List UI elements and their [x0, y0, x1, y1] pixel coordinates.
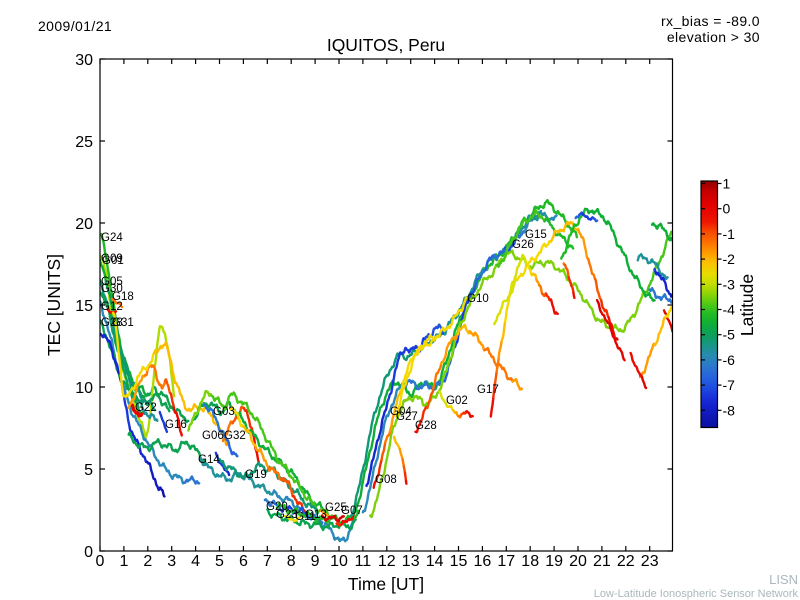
svg-text:G25: G25 — [325, 502, 347, 514]
svg-text:15: 15 — [450, 553, 468, 570]
svg-text:25: 25 — [75, 134, 93, 151]
svg-text:13: 13 — [402, 553, 420, 570]
svg-text:23: 23 — [641, 553, 659, 570]
svg-text:G02: G02 — [446, 395, 468, 407]
svg-text:G01: G01 — [102, 255, 124, 267]
svg-text:1: 1 — [723, 176, 731, 192]
svg-text:G06: G06 — [202, 430, 224, 442]
svg-text:5: 5 — [84, 462, 93, 479]
svg-text:17: 17 — [497, 553, 515, 570]
svg-text:14: 14 — [426, 553, 444, 570]
svg-text:7: 7 — [263, 553, 272, 570]
svg-text:G09: G09 — [101, 253, 123, 265]
svg-text:G05: G05 — [101, 276, 123, 288]
svg-text:G28: G28 — [101, 317, 123, 329]
svg-text:LISN: LISN — [769, 572, 798, 587]
svg-text:0: 0 — [96, 553, 105, 570]
svg-text:G04: G04 — [390, 406, 412, 418]
svg-text:-2: -2 — [723, 251, 736, 267]
svg-text:5: 5 — [215, 553, 224, 570]
svg-text:G19: G19 — [245, 469, 267, 481]
svg-text:G13: G13 — [305, 509, 327, 521]
svg-text:-1: -1 — [723, 226, 736, 242]
svg-text:20: 20 — [75, 216, 93, 233]
svg-text:0: 0 — [84, 544, 93, 561]
svg-text:G15: G15 — [525, 229, 547, 241]
svg-text:21: 21 — [593, 553, 611, 570]
svg-text:-6: -6 — [723, 352, 736, 368]
svg-text:G18: G18 — [112, 291, 134, 303]
svg-text:G23: G23 — [276, 509, 298, 521]
svg-text:3: 3 — [167, 553, 176, 570]
svg-text:12: 12 — [378, 553, 396, 570]
svg-text:2: 2 — [143, 553, 152, 570]
svg-text:Time [UT]: Time [UT] — [348, 574, 424, 594]
svg-text:9: 9 — [311, 553, 320, 570]
svg-text:20: 20 — [569, 553, 587, 570]
svg-text:G10: G10 — [467, 293, 489, 305]
svg-text:G03: G03 — [213, 406, 235, 418]
svg-text:-8: -8 — [723, 402, 736, 418]
svg-text:G11: G11 — [295, 511, 316, 523]
svg-text:18: 18 — [521, 553, 539, 570]
svg-text:10: 10 — [330, 553, 348, 570]
svg-text:0: 0 — [723, 201, 731, 217]
svg-text:19: 19 — [545, 553, 563, 570]
svg-text:-7: -7 — [723, 377, 736, 393]
svg-text:G22: G22 — [135, 402, 157, 414]
svg-text:16: 16 — [474, 553, 492, 570]
svg-text:G27: G27 — [396, 411, 418, 423]
svg-text:G24: G24 — [101, 232, 123, 244]
svg-text:G31: G31 — [112, 317, 134, 329]
svg-text:G08: G08 — [375, 474, 397, 486]
svg-text:IQUITOS, Peru: IQUITOS, Peru — [327, 35, 445, 55]
svg-text:G17: G17 — [477, 384, 499, 396]
svg-text:rx_bias = -89.0: rx_bias = -89.0 — [661, 13, 760, 29]
svg-text:G20: G20 — [266, 501, 288, 513]
svg-text:4: 4 — [191, 553, 200, 570]
svg-text:G16: G16 — [165, 419, 187, 431]
svg-text:G28: G28 — [415, 420, 437, 432]
svg-text:-4: -4 — [723, 302, 736, 318]
svg-text:-3: -3 — [723, 276, 736, 292]
svg-text:15: 15 — [75, 298, 93, 315]
svg-text:G26: G26 — [512, 239, 534, 251]
svg-text:TEC [UNITS]: TEC [UNITS] — [44, 254, 64, 356]
svg-text:G32: G32 — [224, 430, 246, 442]
svg-text:Low-Latitude Ionospheric Senso: Low-Latitude Ionospheric Sensor Network — [594, 588, 799, 600]
svg-text:30: 30 — [75, 52, 93, 69]
svg-text:elevation > 30: elevation > 30 — [667, 29, 760, 45]
svg-text:G12: G12 — [101, 301, 123, 313]
svg-text:G30: G30 — [101, 283, 123, 295]
svg-text:-5: -5 — [723, 327, 736, 343]
svg-text:2009/01/21: 2009/01/21 — [38, 18, 112, 34]
svg-text:1: 1 — [119, 553, 128, 570]
svg-text:8: 8 — [287, 553, 296, 570]
svg-text:G14: G14 — [198, 454, 220, 466]
svg-text:11: 11 — [355, 553, 372, 570]
svg-text:Latitude: Latitude — [737, 274, 757, 336]
svg-text:10: 10 — [75, 380, 93, 397]
svg-text:G07: G07 — [341, 505, 363, 517]
svg-text:22: 22 — [617, 553, 635, 570]
svg-text:6: 6 — [239, 553, 248, 570]
